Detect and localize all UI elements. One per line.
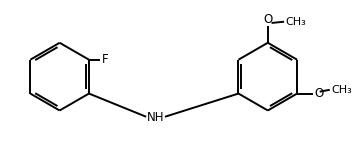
Text: CH₃: CH₃	[331, 85, 352, 95]
Text: NH: NH	[147, 111, 164, 124]
Text: O: O	[314, 87, 323, 100]
Text: CH₃: CH₃	[285, 17, 306, 27]
Text: F: F	[102, 53, 108, 66]
Text: O: O	[263, 13, 273, 26]
